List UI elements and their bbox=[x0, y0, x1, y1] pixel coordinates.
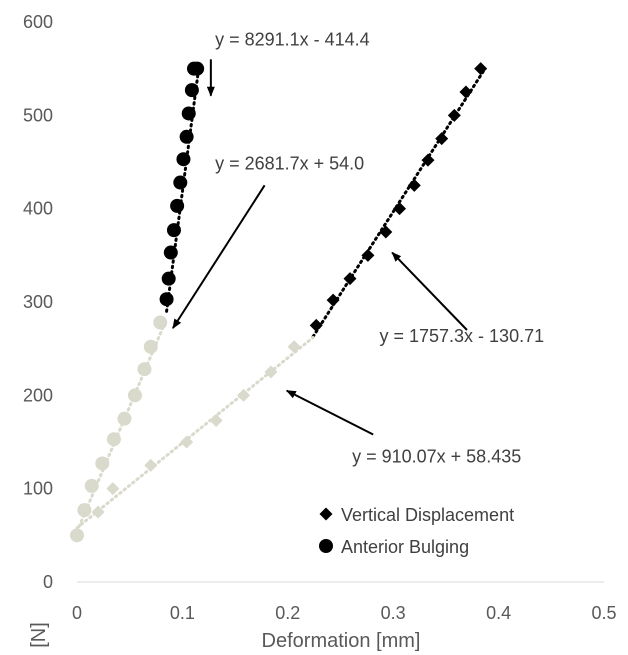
anterior-bulging-point bbox=[153, 315, 168, 330]
x-tick-label: 0.3 bbox=[381, 603, 406, 623]
vertical-displacement-point bbox=[379, 225, 393, 239]
equation-annotations: y = 8291.1x - 414.4 y = 2681.7x + 54.0 y =… bbox=[172, 29, 544, 467]
anterior-bulging-point bbox=[159, 292, 174, 307]
legend-label: Vertical Displacement bbox=[341, 505, 514, 525]
vertical-displacement-point bbox=[209, 414, 223, 428]
y-tick-label: 300 bbox=[23, 292, 53, 312]
legend-label: Anterior Bulging bbox=[341, 537, 469, 557]
vertical-displacement-point bbox=[361, 248, 375, 262]
y-axis-title: [N] bbox=[28, 622, 50, 648]
anterior-bulging-point bbox=[190, 61, 205, 76]
anterior-bulging-point bbox=[143, 339, 158, 354]
vertical-displacement-point bbox=[393, 202, 407, 216]
anterior-bulging-point bbox=[84, 478, 99, 493]
anterior-bulging-point bbox=[95, 456, 110, 471]
y-tick-label: 200 bbox=[23, 385, 53, 405]
axes: 0 0.1 0.2 0.3 0.4 0.5 0 100 200 300 400 500 600 Defor… bbox=[23, 12, 617, 652]
anterior-bulging-point bbox=[170, 198, 185, 213]
vertical-displacement-point bbox=[287, 340, 301, 354]
vertical-displacement-point bbox=[326, 293, 340, 307]
vertical-displacement-point bbox=[237, 388, 251, 402]
legend-circle-marker bbox=[319, 539, 333, 553]
y-tick-label: 400 bbox=[23, 199, 53, 219]
data-points bbox=[70, 61, 488, 543]
y-tick-label: 0 bbox=[43, 572, 53, 592]
vertical-displacement-point bbox=[106, 482, 120, 496]
vertical-displacement-point bbox=[421, 153, 435, 167]
anterior-bulging-point bbox=[70, 528, 84, 543]
equation-arrow bbox=[172, 184, 266, 329]
legend-diamond-marker bbox=[319, 507, 333, 521]
anterior-bulging-point bbox=[161, 271, 176, 286]
equation-arrow bbox=[391, 251, 468, 331]
trendline-equation: y = 910.07x + 58.435 bbox=[352, 447, 521, 467]
equation-arrow bbox=[285, 389, 374, 436]
y-tick-label: 500 bbox=[23, 105, 53, 125]
vertical-displacement-point bbox=[180, 435, 194, 449]
x-tick-label: 0 bbox=[72, 603, 82, 623]
anterior-bulging-point bbox=[77, 503, 92, 518]
vertical-displacement-point bbox=[343, 272, 357, 286]
anterior-bulging-point bbox=[117, 411, 132, 426]
anterior-bulging-point bbox=[181, 106, 196, 121]
vertical-displacement-point bbox=[435, 132, 449, 146]
anterior-bulging-point bbox=[127, 388, 142, 403]
vertical-displacement-point bbox=[407, 178, 421, 192]
trendline-equation: y = 2681.7x + 54.0 bbox=[215, 153, 364, 173]
anterior-bulging-point bbox=[137, 362, 152, 377]
anterior-bulging-point bbox=[106, 432, 121, 447]
trendline bbox=[75, 317, 169, 534]
trendline-equation: y = 8291.1x - 414.4 bbox=[215, 29, 370, 49]
anterior-bulging-point bbox=[163, 245, 178, 260]
vertical-displacement-point bbox=[447, 108, 461, 122]
anterior-bulging-point bbox=[184, 83, 199, 98]
y-tick-label: 100 bbox=[23, 479, 53, 499]
x-tick-label: 0.1 bbox=[170, 603, 195, 623]
vertical-displacement-point bbox=[459, 85, 473, 99]
anterior-bulging-point bbox=[166, 223, 181, 238]
x-axis-title: Deformation [mm] bbox=[262, 630, 421, 652]
trendline bbox=[165, 62, 201, 313]
vertical-displacement-point bbox=[91, 505, 105, 519]
vertical-displacement-point bbox=[474, 62, 488, 76]
vertical-displacement-point bbox=[144, 458, 158, 472]
x-tick-label: 0.4 bbox=[486, 603, 511, 623]
anterior-bulging-point bbox=[173, 175, 188, 190]
x-tick-label: 0.5 bbox=[591, 603, 616, 623]
legend: Vertical Displacement Anterior Bulging bbox=[319, 505, 514, 557]
x-tick-label: 0.2 bbox=[275, 603, 300, 623]
trendline-equation: y = 1757.3x - 130.71 bbox=[379, 326, 544, 346]
vertical-displacement-point bbox=[309, 318, 323, 332]
y-tick-label: 600 bbox=[23, 12, 53, 32]
anterior-bulging-point bbox=[179, 129, 194, 144]
vertical-displacement-point bbox=[264, 365, 278, 379]
anterior-bulging-point bbox=[176, 152, 191, 167]
